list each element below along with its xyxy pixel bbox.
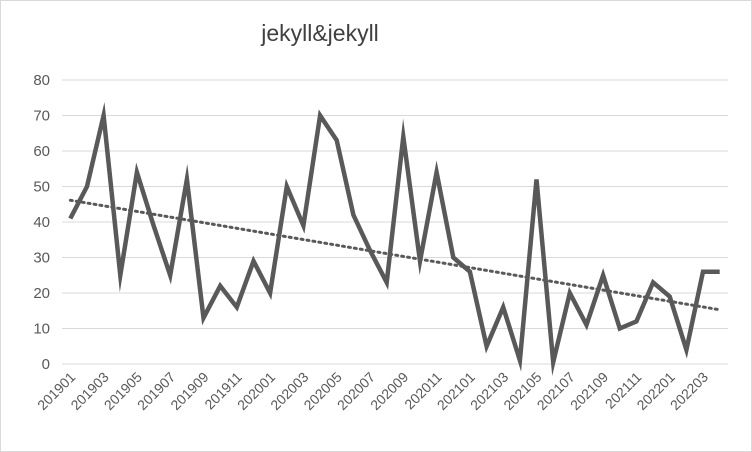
y-tick-label: 40 bbox=[33, 214, 50, 231]
y-tick-label: 20 bbox=[33, 285, 50, 302]
y-tick-label: 0 bbox=[42, 356, 50, 373]
y-tick-label: 10 bbox=[33, 321, 50, 338]
y-tick-label: 60 bbox=[33, 143, 50, 160]
series-line bbox=[68, 101, 720, 377]
y-tick-label: 50 bbox=[33, 179, 50, 196]
x-tick-label: 202009 bbox=[367, 369, 411, 413]
y-axis-ticks: 0 10 20 30 40 50 60 70 80 bbox=[33, 72, 50, 373]
y-tick-label: 30 bbox=[33, 250, 50, 267]
x-tick-label: 201909 bbox=[167, 369, 211, 413]
series-group bbox=[68, 101, 720, 377]
chart-title: jekyll&jekyll bbox=[261, 20, 379, 46]
y-tick-label: 70 bbox=[33, 108, 50, 125]
x-tick-label: 202109 bbox=[567, 369, 611, 413]
y-tick-label: 80 bbox=[33, 72, 50, 89]
x-axis-ticks: 2019012019032019052019072019092019112020… bbox=[34, 369, 711, 413]
x-tick-label: 202203 bbox=[667, 369, 711, 413]
